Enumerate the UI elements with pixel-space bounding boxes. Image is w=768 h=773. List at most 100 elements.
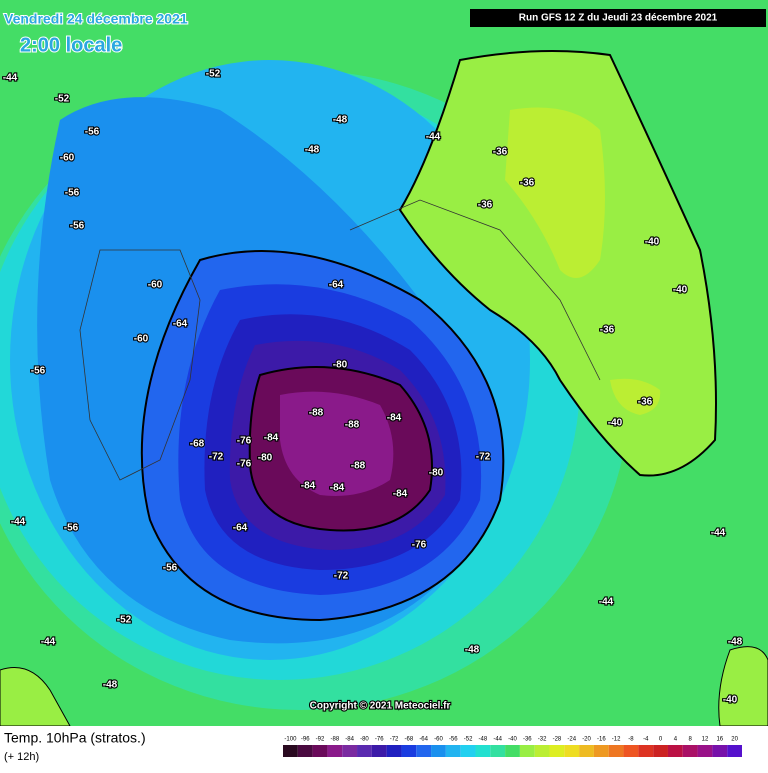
temp-label: -72	[476, 452, 491, 463]
scale-label: -4	[643, 737, 649, 743]
scale-swatch	[505, 745, 520, 757]
temp-label: -48	[728, 637, 743, 648]
temp-label: -88	[309, 408, 324, 419]
scale-label: 0	[659, 737, 663, 743]
scale-swatch	[297, 745, 313, 757]
temp-label: -72	[209, 452, 224, 463]
run-info: Run GFS 12 Z du Jeudi 23 décembre 2021	[519, 13, 718, 24]
scale-label: -36	[523, 737, 532, 743]
scale-swatch	[564, 745, 580, 757]
color-scale: -100 -96 -92 -88 -84 -80 -76 -72 -68 -64 -60 -56 -52…	[283, 737, 742, 757]
scale-swatch	[653, 745, 668, 757]
scale-swatch	[593, 745, 609, 757]
scale-label: -8	[628, 737, 634, 743]
scale-label: -100	[284, 737, 297, 743]
temp-label: -84	[393, 489, 408, 500]
temp-label: -76	[237, 436, 252, 447]
scale-swatch	[638, 745, 654, 757]
temp-label: -56	[31, 366, 46, 377]
scale-swatch	[623, 745, 639, 757]
scale-label: -80	[360, 737, 369, 743]
temp-label: -56	[70, 221, 85, 232]
scale-label: -28	[553, 737, 562, 743]
map-time: 2:00 locale	[20, 34, 122, 56]
scale-swatch	[475, 745, 491, 757]
scale-swatch	[312, 745, 328, 757]
scale-swatch	[283, 745, 298, 757]
scale-label: -24	[567, 737, 576, 743]
temp-label: -80	[429, 468, 444, 479]
temp-label: -84	[301, 481, 316, 492]
scale-label: -40	[508, 737, 517, 743]
temp-label: -48	[465, 645, 480, 656]
scale-label: -68	[405, 737, 414, 743]
temp-label: -80	[333, 360, 348, 371]
temp-label: -64	[329, 280, 344, 291]
scale-label: -56	[449, 737, 458, 743]
scale-swatch	[386, 745, 402, 757]
temp-label: -52	[55, 94, 70, 105]
scale-swatch	[371, 745, 387, 757]
temp-label: -68	[190, 439, 205, 450]
scale-swatch	[519, 745, 535, 757]
scale-swatch	[357, 745, 372, 757]
footer-subtitle: (+ 12h)	[4, 751, 39, 763]
scale-swatch	[490, 745, 506, 757]
temp-label: -36	[478, 200, 493, 211]
scale-label: 4	[674, 737, 678, 743]
scale-swatch	[697, 745, 713, 757]
temp-label: -40	[608, 418, 623, 429]
temp-label: -64	[233, 523, 248, 534]
scale-swatch	[431, 745, 446, 757]
scale-label: 12	[702, 737, 709, 743]
scale-label: -64	[419, 737, 428, 743]
temp-label: -48	[333, 115, 348, 126]
temp-label: -44	[426, 132, 441, 143]
scale-swatch	[712, 745, 728, 757]
temperature-field	[0, 0, 768, 727]
scale-label: -20	[582, 737, 591, 743]
scale-swatch	[534, 745, 550, 757]
temp-label: -56	[163, 563, 178, 574]
scale-label: -12	[612, 737, 621, 743]
scale-label: 16	[716, 737, 723, 743]
temp-label: -44	[41, 637, 56, 648]
scale-swatch	[342, 745, 358, 757]
temp-label: -60	[134, 334, 149, 345]
scale-label: -88	[330, 737, 339, 743]
map-labels: -60 -56 -56 -56 -52 -52 -48 -48 -44 -44 -36 -36 -36 -…	[2, 68, 744, 707]
run-box	[470, 9, 766, 27]
scale-label: -84	[345, 737, 354, 743]
temp-label: -36	[600, 325, 615, 336]
temp-label: -84	[264, 433, 279, 444]
temp-label: -60	[60, 153, 75, 164]
temp-label: -44	[711, 528, 726, 539]
temp-label: -64	[173, 319, 188, 330]
scale-label: 20	[731, 737, 738, 743]
temp-label: -60	[148, 280, 163, 291]
temp-label: -84	[330, 483, 345, 494]
temp-label: -40	[723, 695, 738, 706]
scale-swatch	[445, 745, 461, 757]
temp-label: -88	[345, 420, 360, 431]
scale-swatch	[416, 745, 432, 757]
scale-swatch	[460, 745, 476, 757]
scale-label: -16	[597, 737, 606, 743]
temp-label: -52	[206, 69, 221, 80]
scale-swatch	[579, 745, 594, 757]
temp-label: -76	[237, 459, 252, 470]
scale-swatch	[401, 745, 417, 757]
scale-label: -60	[434, 737, 443, 743]
temp-label: -40	[673, 285, 688, 296]
temp-label: -56	[65, 188, 80, 199]
footer-title: Temp. 10hPa (stratos.)	[4, 730, 146, 746]
scale-label: -72	[390, 737, 399, 743]
scale-swatch	[682, 745, 698, 757]
scale-label: -32	[538, 737, 547, 743]
temp-label: -48	[103, 680, 118, 691]
scale-label: -48	[479, 737, 488, 743]
scale-label: -44	[493, 737, 502, 743]
temp-label: -52	[117, 615, 132, 626]
temp-label: -48	[305, 145, 320, 156]
